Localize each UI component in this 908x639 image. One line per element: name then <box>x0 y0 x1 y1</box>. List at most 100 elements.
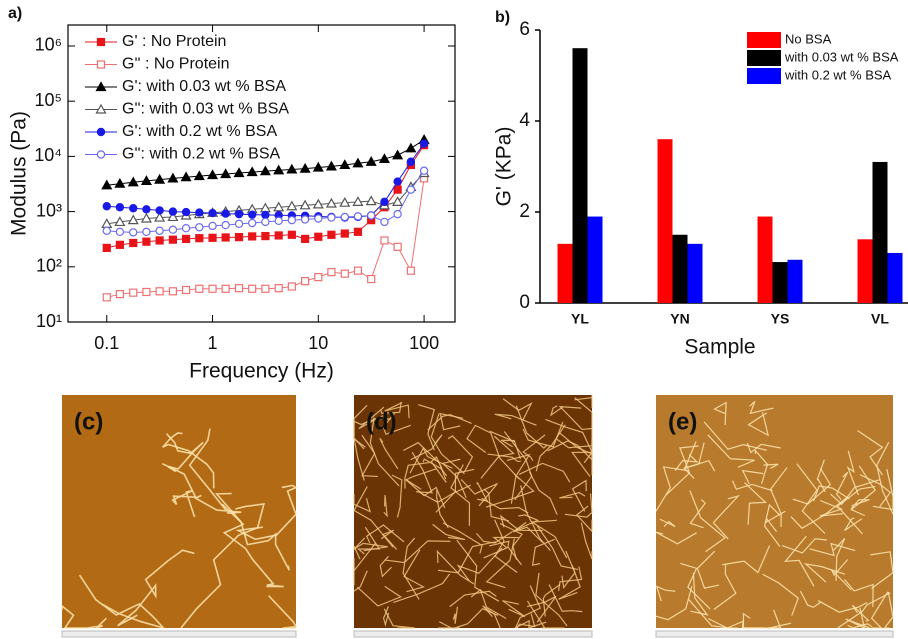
data-point <box>155 226 164 235</box>
data-point <box>378 153 390 164</box>
fiber <box>353 415 384 436</box>
data-point <box>314 273 323 282</box>
fiber <box>844 579 874 607</box>
fiber <box>574 397 593 460</box>
fiber <box>502 398 533 421</box>
bar <box>857 239 873 303</box>
fiber <box>883 591 894 629</box>
fiber <box>830 559 852 591</box>
bar <box>587 216 603 303</box>
fiber <box>763 503 781 548</box>
data-point <box>195 234 204 243</box>
fiber <box>550 405 564 417</box>
fiber <box>520 485 551 552</box>
fiber <box>503 431 533 501</box>
fiber <box>353 542 388 552</box>
fiber <box>384 540 451 564</box>
fiber <box>430 413 465 475</box>
fiber <box>161 462 197 518</box>
data-point <box>129 228 138 237</box>
fiber <box>688 598 738 629</box>
fiber <box>526 595 557 623</box>
fiber <box>402 537 420 600</box>
data-point <box>314 232 323 241</box>
fiber <box>494 519 518 573</box>
data-point <box>180 171 192 182</box>
data-point <box>127 214 139 225</box>
legend-swatch <box>747 32 781 48</box>
data-point <box>155 287 164 296</box>
y-tick-label: 6 <box>519 19 530 40</box>
x-axis-label: Frequency (Hz) <box>189 360 334 383</box>
fiber <box>438 621 460 629</box>
bar <box>672 234 688 303</box>
data-point <box>127 176 139 187</box>
bar <box>757 216 773 303</box>
fiber <box>830 479 880 506</box>
data-point <box>340 212 350 222</box>
data-point <box>221 220 230 230</box>
legend-label: with 0.03 wt % BSA <box>784 49 899 64</box>
fiber <box>674 453 699 471</box>
data-point <box>365 195 377 206</box>
fiber <box>353 570 368 592</box>
fiber <box>574 395 593 408</box>
data-point <box>195 223 204 232</box>
data-point <box>181 224 191 233</box>
fiber <box>529 471 558 515</box>
fiber <box>531 538 555 566</box>
data-point <box>406 266 415 275</box>
fiber <box>382 412 411 436</box>
fiber <box>500 439 522 459</box>
fiber <box>655 466 688 512</box>
fiber <box>442 522 483 554</box>
data-point <box>234 209 244 219</box>
fiber <box>683 442 705 479</box>
data-point <box>248 232 257 241</box>
data-point <box>327 268 336 277</box>
data-point <box>193 170 205 181</box>
bar <box>572 48 588 304</box>
fiber <box>353 494 371 513</box>
data-point <box>274 284 283 293</box>
legend-label: G' : No Protein <box>122 33 226 50</box>
data-point <box>140 212 152 223</box>
fiber <box>870 591 889 629</box>
fiber <box>476 481 489 502</box>
fiber <box>439 412 464 431</box>
fiber <box>382 606 390 628</box>
data-point <box>259 165 271 176</box>
fiber <box>358 406 391 430</box>
data-point <box>129 238 138 248</box>
fiber <box>516 613 536 629</box>
fiber <box>410 434 443 461</box>
data-point <box>314 214 323 223</box>
data-point <box>353 212 363 221</box>
fiber <box>162 432 215 489</box>
fiber <box>485 538 515 589</box>
data-point <box>419 166 429 175</box>
data-point <box>220 168 232 179</box>
bar <box>772 262 788 303</box>
data-point <box>115 240 124 249</box>
fiber <box>556 438 593 449</box>
data-point <box>312 198 324 209</box>
x-tick-label: 10 <box>308 333 328 353</box>
data-point <box>339 159 351 170</box>
data-point <box>380 236 389 245</box>
fiber <box>489 430 520 480</box>
x-tick-label: 0.1 <box>94 333 119 353</box>
y-tick-label: 10⁶ <box>35 35 62 55</box>
image-label: (c) <box>74 408 103 435</box>
legend-marker <box>95 81 107 92</box>
legend-label: No BSA <box>785 31 832 46</box>
fiber <box>418 404 436 451</box>
data-point <box>287 230 296 239</box>
fiber <box>447 435 474 473</box>
fiber <box>383 608 416 629</box>
data-point <box>365 156 377 166</box>
fiber <box>731 480 773 492</box>
data-point <box>327 213 336 222</box>
fiber <box>221 503 284 588</box>
data-point <box>181 234 191 244</box>
